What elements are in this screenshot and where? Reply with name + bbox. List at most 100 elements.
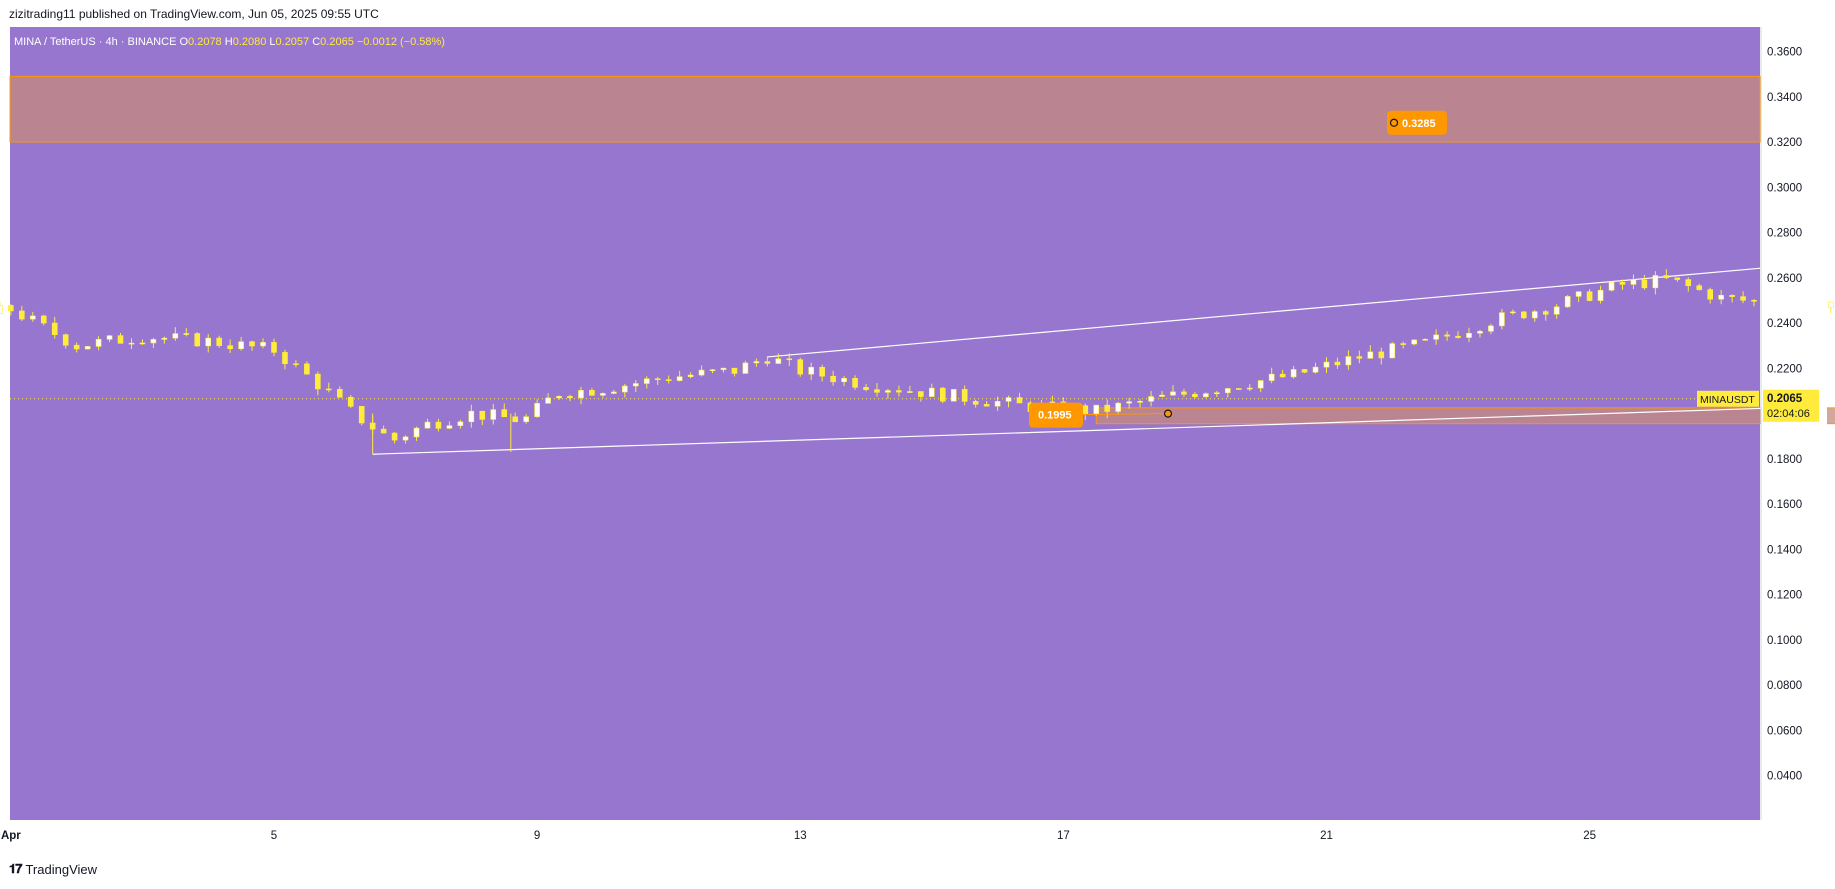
candle-body	[874, 389, 880, 393]
candle-body	[424, 421, 431, 429]
footer-brand[interactable]: 𝟏𝟕 TradingView	[9, 859, 97, 879]
candle-body	[1104, 404, 1111, 412]
candle-body	[1181, 391, 1187, 395]
candle-body	[742, 362, 749, 374]
candle-body	[994, 401, 1001, 407]
price-tick-label: 0.0800	[1767, 680, 1802, 692]
candle-body	[1323, 361, 1330, 368]
candle-body	[1356, 356, 1363, 359]
candle-body	[1137, 401, 1143, 403]
price-tick-label: 0.1200	[1767, 590, 1802, 602]
candle-body	[1235, 388, 1242, 390]
candle-body	[950, 389, 957, 402]
candle-body	[1170, 391, 1176, 396]
candle-body	[1192, 394, 1198, 398]
candle-body	[1827, 301, 1834, 308]
candle-body	[1444, 334, 1450, 337]
current-price-tag: 0.2065	[1767, 393, 1803, 405]
candle-body	[336, 389, 343, 398]
candle-body	[654, 378, 661, 381]
support-label-connector	[1081, 413, 1168, 416]
candle-body	[260, 342, 266, 347]
candle-body	[1148, 396, 1154, 402]
candle-body	[205, 337, 212, 347]
candle-body	[1246, 387, 1253, 390]
candle-body	[775, 358, 782, 364]
legend-open-value: 0.2078	[188, 36, 225, 48]
candle-body	[304, 363, 310, 375]
chart-legend: MINA / TetherUS · 4h · BINANCE O0.2078 H…	[14, 36, 445, 48]
resistance-zone[interactable]	[9, 75, 1761, 143]
symbol-tag-box[interactable]	[1697, 390, 1759, 407]
price-tick-label: 0.1600	[1767, 499, 1802, 511]
candle-body	[983, 404, 990, 407]
legend-high-value: 0.2080	[233, 36, 270, 48]
candle-body	[556, 396, 562, 399]
candle-body	[698, 369, 705, 376]
price-tick-label: 0.2400	[1767, 318, 1802, 330]
candle-body	[830, 375, 836, 383]
price-tick-label: 0.1800	[1767, 454, 1802, 466]
candle-body	[490, 409, 497, 420]
wedge-upper-trendline[interactable]	[767, 160, 1835, 358]
candle-body	[501, 409, 508, 418]
candle-body	[665, 379, 672, 381]
candle-body	[19, 310, 25, 320]
support-zone[interactable]	[1095, 407, 1835, 425]
candle-body	[183, 333, 190, 335]
support-anchor-dot-icon[interactable]	[1163, 409, 1173, 418]
candle-body	[150, 339, 157, 344]
legend-low-value: 0.2057	[276, 36, 313, 48]
candle-body	[764, 361, 771, 364]
target-price-label-box[interactable]	[1387, 110, 1447, 135]
candle-body	[1696, 285, 1703, 290]
price-tick-label: 0.1400	[1767, 544, 1802, 556]
legend-open-label: O	[179, 36, 188, 48]
candle-body	[578, 390, 584, 399]
wedge-lower-trendline[interactable]	[372, 330, 1835, 455]
candle-body	[939, 387, 946, 402]
candle-body	[1466, 332, 1472, 338]
legend-change-value: −0.0012 (−0.58%)	[357, 36, 445, 48]
candle-body	[139, 342, 146, 345]
time-tick-label: 9	[534, 830, 540, 842]
time-tick-label: 17	[1057, 830, 1070, 842]
candle-body	[1477, 330, 1483, 334]
candle-body	[589, 390, 595, 396]
legend-close-value: 0.2065	[320, 36, 357, 48]
candle-body	[896, 390, 902, 393]
candle-body	[1367, 351, 1374, 359]
candle-body	[1575, 291, 1582, 297]
current-price-tag-box[interactable]	[1763, 389, 1819, 422]
candle-body	[1740, 296, 1746, 301]
candle-body	[720, 367, 727, 370]
candle-body	[1542, 311, 1549, 315]
candle-body	[1663, 275, 1670, 279]
symbol-tag-label: MINAUSDT	[1700, 394, 1755, 406]
candle-body	[1619, 281, 1626, 285]
candle-body	[1652, 275, 1659, 289]
candle-body	[95, 339, 102, 347]
candle-body	[1082, 405, 1089, 415]
candle-body	[534, 403, 540, 418]
target-anchor-dot-icon[interactable]	[1389, 118, 1399, 127]
candle-body	[643, 378, 650, 384]
candle-body	[622, 385, 628, 393]
candle-body	[545, 397, 551, 404]
candle-body	[347, 396, 354, 407]
candle-body	[435, 421, 442, 429]
candle-body	[40, 315, 47, 324]
candle-body	[51, 322, 58, 335]
candle-body	[391, 432, 398, 441]
candle-body	[1553, 306, 1560, 315]
candle-body	[1312, 366, 1319, 373]
candle-body	[106, 335, 113, 340]
candle-body	[380, 428, 387, 434]
candle-body	[972, 401, 979, 405]
candle-body	[216, 337, 222, 346]
candle-body	[172, 333, 179, 339]
price-tick-label: 0.0600	[1767, 725, 1802, 737]
support-price-label-box[interactable]	[1029, 402, 1083, 428]
candle-body	[1378, 351, 1385, 359]
